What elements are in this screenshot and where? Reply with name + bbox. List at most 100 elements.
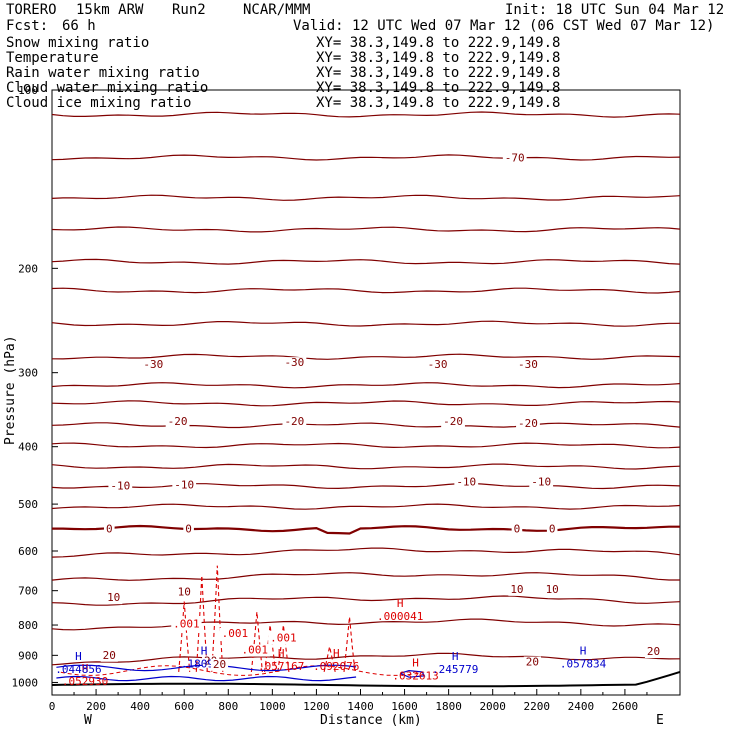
legend-field-3: Cloud water mixing ratio (6, 80, 208, 96)
isotherm-line-13 (51, 482, 681, 490)
rain-max-label-0: .000041 (377, 610, 423, 623)
cloud-max-marker-0: H (75, 650, 82, 663)
isotherm-line-1 (51, 154, 681, 161)
header-center: NCAR/MMM (243, 2, 310, 18)
y-axis-label: Pressure (hPa) (3, 335, 18, 445)
isotherm-label-2: -30 (284, 356, 304, 369)
y-tick-label-100: 100 (18, 84, 38, 97)
isotherm-label-0-bg (502, 152, 527, 165)
isotherm-label-6: -20 (284, 415, 304, 428)
isotherm-line-15 (52, 524, 680, 535)
header-fcst-label: Fcst: (6, 18, 48, 34)
isotherm-line-3 (51, 226, 681, 233)
y-tick-label-1000: 1000 (12, 676, 39, 689)
x-tick-label-400: 400 (130, 700, 150, 713)
isotherm-label-11-bg (454, 476, 479, 489)
isotherm-label-0: -70 (505, 152, 525, 165)
isotherm-line-12 (51, 463, 681, 470)
isotherm-line-6 (51, 320, 680, 327)
temperature-isotherms (51, 111, 681, 666)
isotherm-label-5: -20 (168, 415, 188, 428)
y-tick-label-400: 400 (18, 441, 38, 454)
header-run: Run2 (172, 2, 206, 18)
isotherm-line-18 (51, 595, 681, 606)
isotherm-label-17-bg (105, 592, 123, 605)
cloud-contour-label-0-bg (210, 658, 229, 671)
isotherm-label-19-bg (508, 583, 526, 596)
isotherm-label-17: 10 (107, 591, 120, 604)
rain-contour-label-3-bg (239, 644, 270, 657)
isotherm-label-18: 10 (178, 585, 191, 598)
isotherm-label-13-bg (103, 523, 115, 536)
x-axis-label: Distance (km) (320, 713, 422, 728)
isotherm-label-24-bg (644, 646, 663, 659)
x-tick-label-1600: 1600 (391, 700, 418, 713)
y-tick-label-200: 200 (18, 262, 38, 275)
isotherm-label-11: -10 (456, 476, 476, 489)
cloud-max-marker-1: H (201, 644, 208, 657)
legend-xy-3: XY= 38.3,149.8 to 222.9,149.8 (316, 80, 560, 96)
legend-field-2: Rain water mixing ratio (6, 65, 200, 81)
rain-max-marker-1: H (82, 662, 89, 675)
isotherm-label-2-bg (282, 357, 307, 370)
cloud-max-label-0: .044856 (55, 663, 101, 676)
isotherm-label-12: -10 (531, 476, 551, 489)
isotherm-label-14-bg (183, 523, 194, 536)
x-tick-label-1200: 1200 (303, 700, 330, 713)
isotherm-line-20 (51, 652, 681, 666)
isotherm-label-15: 0 (514, 523, 521, 536)
header: TORERO 15km ARW Run2 NCAR/MMM Init: 18 U… (6, 2, 724, 34)
contour-labels: -70 -30 -30 -30 -30 -20 -20 -20 -20 -10 -10 -10 -10 0… (55, 152, 663, 688)
cloud-contour-label-0: 20 (213, 658, 226, 671)
isotherm-label-13: 0 (106, 523, 113, 536)
isotherm-label-21-bg (100, 649, 118, 662)
rain-contour-label-1: .001 (222, 627, 249, 640)
isotherm-line-4 (51, 258, 681, 265)
rain-max-label-4: .032613 (392, 670, 438, 683)
isotherm-line-2 (51, 194, 681, 201)
rain-max-marker-3: H (333, 647, 340, 660)
y-tick-label-300: 300 (18, 367, 38, 380)
isotherm-label-23: 20 (526, 656, 539, 669)
rain-contour-label-1-bg (219, 627, 251, 640)
rain-contour-spike-0 (178, 601, 191, 672)
header-fcst-value: 66 h (62, 18, 96, 34)
isotherm-label-19: 10 (510, 583, 523, 596)
rain-contour-spike-5 (277, 624, 290, 672)
rain-contour-label-2: .001 (270, 632, 297, 645)
isotherm-line-19 (51, 618, 681, 631)
isotherm-label-7-bg (441, 416, 465, 429)
rain-max-marker-2: H (278, 647, 285, 660)
cloud-max-marker-2: H (452, 650, 459, 663)
rain-contour-base (60, 665, 423, 676)
isotherm-label-3-bg (425, 358, 450, 371)
x-tick-label-2400: 2400 (568, 700, 595, 713)
isotherm-label-5-bg (165, 416, 190, 429)
isotherm-line-9 (51, 400, 681, 407)
x-tick-label-1000: 1000 (259, 700, 286, 713)
y-tick-label-800: 800 (18, 619, 38, 632)
y-tick-label-900: 900 (18, 649, 38, 662)
isotherm-line-17 (51, 572, 680, 581)
terrain-line (51, 670, 681, 688)
isotherm-label-3: -30 (428, 358, 448, 371)
legend-field-1: Temperature (6, 50, 99, 66)
isotherm-label-21: 20 (103, 649, 116, 662)
y-tick-label-600: 600 (18, 545, 38, 558)
rain-contour-label-0-bg (171, 618, 202, 631)
legend-xy-1: XY= 38.3,149.8 to 222.9,149.8 (316, 50, 560, 66)
rain-water-contours (60, 565, 423, 676)
legend-field-4: Cloud ice mixing ratio (6, 95, 191, 111)
x-tick-label-0: 0 (49, 700, 56, 713)
axes: 0 200 400 600 800 1000 1200 1400 1600 1800 2000 220… (12, 84, 648, 713)
legend-field-0: Snow mixing ratio (6, 35, 149, 51)
isotherm-label-10: -10 (174, 478, 194, 491)
isotherm-label-18-bg (175, 586, 193, 599)
isotherm-label-20: 10 (546, 583, 559, 596)
isotherm-label-10-bg (172, 479, 197, 492)
isotherm-label-9: -10 (110, 479, 130, 492)
isotherm-label-16-bg (546, 523, 558, 536)
x-tick-label-2600: 2600 (612, 700, 639, 713)
rain-contour-spike-6 (343, 616, 356, 672)
rain-contour-label-3: .001 (241, 644, 268, 657)
